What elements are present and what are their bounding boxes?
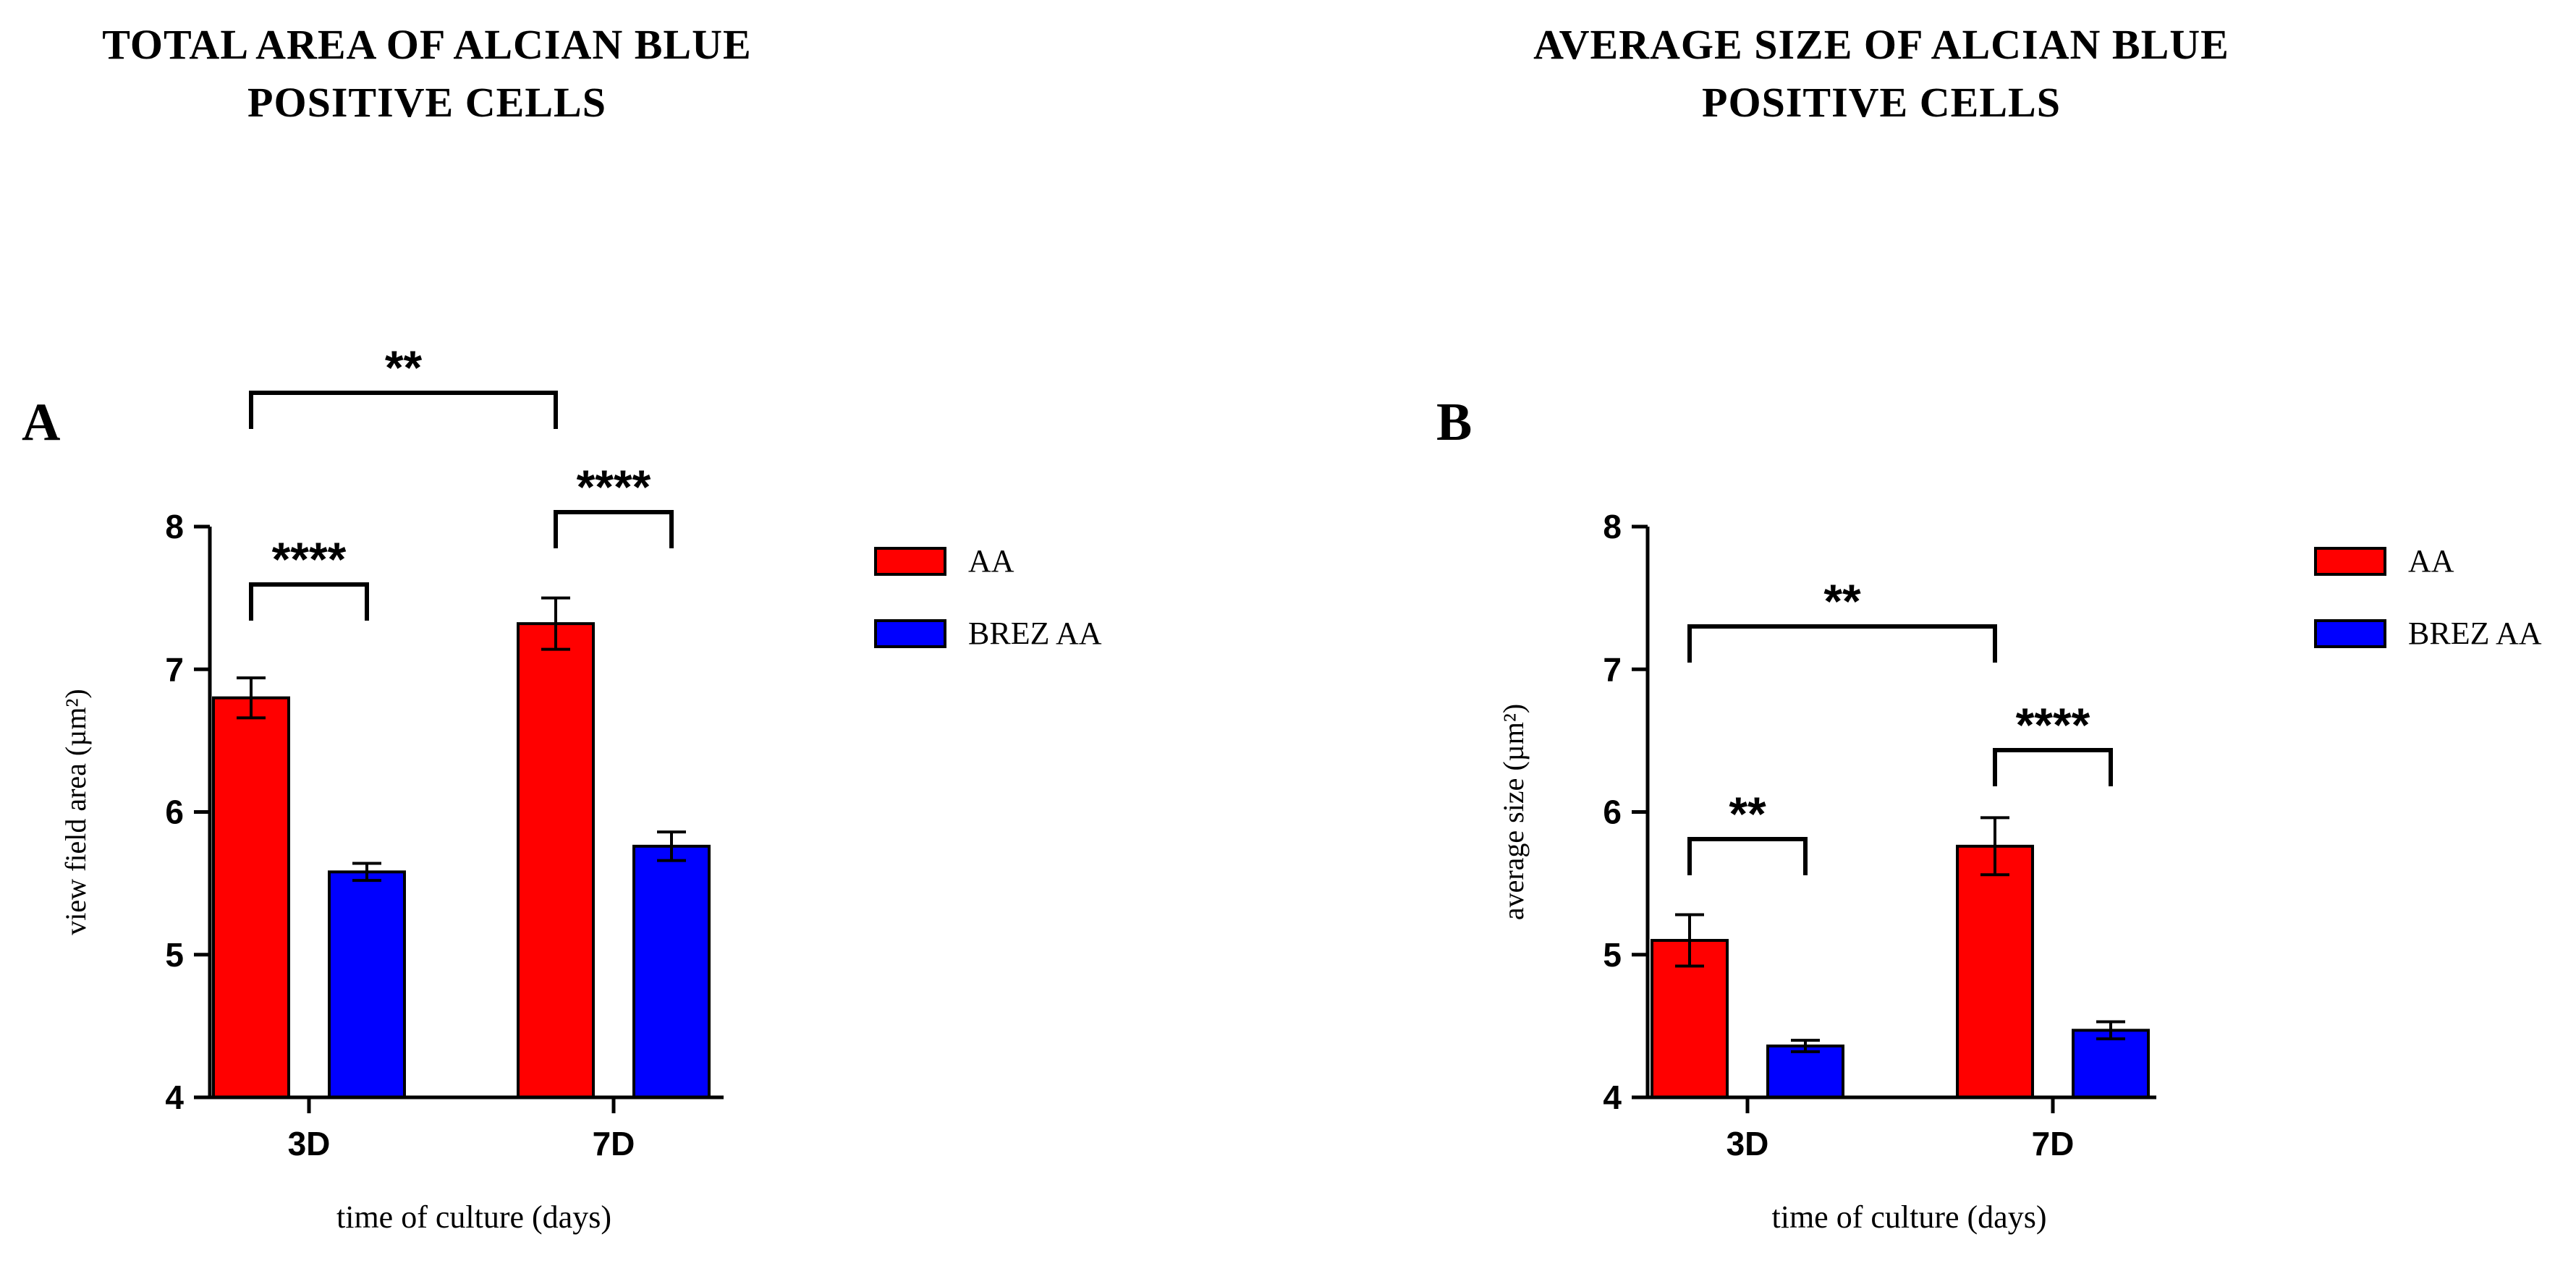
panel-a-y-axis-label: view field area (µm²) [59, 689, 92, 935]
panel-a-significance-label-1: **** [272, 532, 347, 586]
panel-b-x-tick-label: 3D [1726, 1125, 1769, 1162]
panel-a-legend-swatch-brez-aa [874, 619, 946, 648]
panel-b-legend-swatch-aa [2314, 547, 2386, 576]
panel-a-y-tick-label: 7 [165, 650, 184, 688]
panel-b-legend-label-aa: AA [2408, 543, 2454, 579]
panel-b-bar-aa-3d [1651, 939, 1729, 1100]
panel-a-legend-label-aa: AA [968, 543, 1014, 579]
panel-b-significance-bracket-3 [1687, 624, 1997, 663]
panel-b-significance-label-1: ** [1729, 787, 1766, 841]
panel-b-y-tick-label: 8 [1603, 508, 1622, 545]
panel-a-y-tick-label: 8 [165, 508, 184, 545]
panel-a-bar-aa-3d [212, 696, 290, 1099]
panel-a-error-bar-aa-7d [541, 596, 570, 651]
chart-title-a: TOTAL AREA OF ALCIAN BLUE POSITIVE CELLS [0, 16, 897, 132]
chart-title-b-line2: POSITIVE CELLS [1702, 79, 2061, 126]
panel-b-significance-label-3: ** [1823, 574, 1861, 628]
panel-a-bar-brez-aa-7d [632, 844, 711, 1099]
panel-b-significance-bracket-1 [1687, 837, 1808, 875]
panel-b-y-axis-label: average size (µm²) [1497, 704, 1530, 920]
panel-a-legend-swatch-aa [874, 547, 946, 576]
panel-a-x-axis-label: time of culture (days) [336, 1199, 611, 1235]
panel-b-error-bar-brez-aa-3d [1791, 1039, 1820, 1053]
panel-b-significance-bracket-2 [1993, 748, 2113, 786]
panel-b-x-axis-label: time of culture (days) [1772, 1199, 2047, 1235]
panel-b-legend-label-brez-aa: BREZ AA [2408, 616, 2542, 651]
chart-title-b: AVERAGE SIZE OF ALCIAN BLUE POSITIVE CEL… [1411, 16, 2352, 132]
panel-a-y-tick-label: 5 [165, 936, 184, 974]
panel-b-x-tick-label: 7D [2032, 1125, 2075, 1162]
panel-a-bar-aa-7d [517, 622, 595, 1099]
panel-b-y-tick-label: 6 [1603, 794, 1622, 831]
panel-b-bar-brez-aa-7d [2072, 1029, 2150, 1099]
panel-b-y-tick-label: 4 [1603, 1079, 1622, 1116]
panel-b-error-bar-brez-aa-7d [2096, 1020, 2125, 1041]
panel-b-error-bar-aa-7d [1980, 816, 2009, 877]
panel-b-legend-swatch-brez-aa [2314, 619, 2386, 648]
panel-a-legend-label-brez-aa: BREZ AA [968, 616, 1102, 651]
chart-title-b-line1: AVERAGE SIZE OF ALCIAN BLUE [1533, 21, 2229, 68]
panel-b-significance-label-2: **** [2016, 698, 2090, 752]
panel-a-bar-brez-aa-3d [328, 870, 406, 1099]
panel-a-letter: A [22, 393, 60, 452]
panel-a-error-bar-brez-aa-7d [657, 830, 686, 862]
panel-a-significance-label-3: ** [385, 341, 423, 394]
panel-a-y-tick-label: 6 [165, 794, 184, 831]
panel-b-error-bar-aa-3d [1675, 913, 1704, 968]
panel-a-significance-label-2: **** [577, 460, 651, 514]
panel-a-significance-bracket-3 [249, 391, 558, 429]
panel-a-error-bar-aa-3d [237, 676, 266, 720]
panel-b-y-tick-label: 5 [1603, 936, 1622, 974]
panel-b-bar-aa-7d [1956, 844, 2034, 1099]
panel-a-significance-bracket-1 [249, 582, 369, 621]
panel-b-letter: B [1436, 393, 1472, 452]
panel-b-y-tick-label: 7 [1603, 650, 1622, 688]
panel-a-x-tick-label: 7D [593, 1125, 635, 1162]
panel-b-bar-brez-aa-3d [1766, 1044, 1844, 1099]
panel-a-x-tick-label: 3D [288, 1125, 331, 1162]
panel-a-y-tick-label: 4 [165, 1079, 184, 1116]
panel-a-significance-bracket-2 [554, 510, 674, 548]
panel-a-error-bar-brez-aa-3d [352, 862, 381, 883]
chart-title-a-line1: TOTAL AREA OF ALCIAN BLUE [102, 21, 752, 68]
chart-title-a-line2: POSITIVE CELLS [247, 79, 606, 126]
